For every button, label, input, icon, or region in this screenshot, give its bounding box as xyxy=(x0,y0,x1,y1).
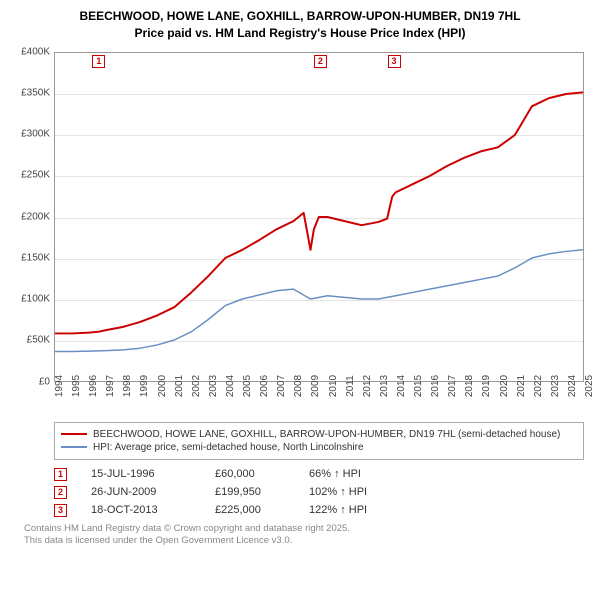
legend-row: BEECHWOOD, HOWE LANE, GOXHILL, BARROW-UP… xyxy=(61,429,577,440)
sale-price: £199,950 xyxy=(215,486,285,498)
legend: BEECHWOOD, HOWE LANE, GOXHILL, BARROW-UP… xyxy=(54,422,584,460)
legend-swatch xyxy=(61,433,87,435)
sale-hpi: 102% ↑ HPI xyxy=(309,486,409,498)
footnote-line-1: Contains HM Land Registry data © Crown c… xyxy=(24,523,588,535)
x-axis-tick: 2015 xyxy=(413,374,424,396)
x-axis-tick: 2010 xyxy=(328,374,339,396)
chart-container: BEECHWOOD, HOWE LANE, GOXHILL, BARROW-UP… xyxy=(0,0,600,555)
chart-title: BEECHWOOD, HOWE LANE, GOXHILL, BARROW-UP… xyxy=(12,8,588,42)
x-axis-tick: 2018 xyxy=(464,374,475,396)
sale-date: 18-OCT-2013 xyxy=(91,504,191,516)
footnote: Contains HM Land Registry data © Crown c… xyxy=(24,523,588,548)
series-hpi xyxy=(55,249,583,351)
x-axis-tick: 2023 xyxy=(550,374,561,396)
sale-row: 1 15-JUL-1996 £60,000 66% ↑ HPI xyxy=(54,468,588,481)
sale-date: 15-JUL-1996 xyxy=(91,468,191,480)
chart-marker-3: 3 xyxy=(388,55,401,68)
x-axis-tick: 1996 xyxy=(88,374,99,396)
x-axis-tick: 2008 xyxy=(293,374,304,396)
x-axis-tick: 2013 xyxy=(379,374,390,396)
x-axis-tick: 2000 xyxy=(157,374,168,396)
footnote-line-2: This data is licensed under the Open Gov… xyxy=(24,535,588,547)
x-axis-tick: 2024 xyxy=(567,374,578,396)
x-axis-tick: 1997 xyxy=(105,374,116,396)
y-axis-tick: £0 xyxy=(12,376,50,387)
x-axis-tick: 2022 xyxy=(533,374,544,396)
x-axis-tick: 2004 xyxy=(225,374,236,396)
sale-price: £225,000 xyxy=(215,504,285,516)
x-axis-tick: 2019 xyxy=(481,374,492,396)
x-axis-tick: 2012 xyxy=(362,374,373,396)
sale-hpi: 66% ↑ HPI xyxy=(309,468,409,480)
legend-row: HPI: Average price, semi-detached house,… xyxy=(61,442,577,453)
legend-label: BEECHWOOD, HOWE LANE, GOXHILL, BARROW-UP… xyxy=(93,429,560,440)
sale-marker: 2 xyxy=(54,486,67,499)
sales-table: 1 15-JUL-1996 £60,000 66% ↑ HPI 2 26-JUN-2009… xyxy=(54,468,588,517)
sale-hpi: 122% ↑ HPI xyxy=(309,504,409,516)
sale-marker: 3 xyxy=(54,504,67,517)
x-axis-tick: 2011 xyxy=(345,375,356,397)
x-axis-tick: 1998 xyxy=(122,374,133,396)
y-axis-tick: £250K xyxy=(12,170,50,181)
chart-marker-2: 2 xyxy=(314,55,327,68)
x-axis-tick: 2025 xyxy=(584,374,595,396)
x-axis-tick: 2016 xyxy=(430,374,441,396)
sale-date: 26-JUN-2009 xyxy=(91,486,191,498)
chart-area: £0 £50K £100K £150K £200K £250K £300K £350K £400… xyxy=(12,48,588,418)
x-axis-tick: 2007 xyxy=(276,374,287,396)
y-axis-tick: £100K xyxy=(12,294,50,305)
x-axis-tick: 2009 xyxy=(310,374,321,396)
x-axis-tick: 1995 xyxy=(71,374,82,396)
y-axis-tick: £300K xyxy=(12,129,50,140)
x-axis-tick: 2020 xyxy=(499,374,510,396)
x-axis-tick: 2014 xyxy=(396,374,407,396)
y-axis-tick: £150K xyxy=(12,252,50,263)
chart-marker-1: 1 xyxy=(92,55,105,68)
x-axis-tick: 2021 xyxy=(516,374,527,396)
x-axis-tick: 2006 xyxy=(259,374,270,396)
chart-lines xyxy=(55,53,583,381)
sale-marker: 1 xyxy=(54,468,67,481)
title-line-2: Price paid vs. HM Land Registry's House … xyxy=(12,25,588,42)
x-axis-tick: 2005 xyxy=(242,374,253,396)
y-axis-tick: £400K xyxy=(12,46,50,57)
x-axis-tick: 2003 xyxy=(208,374,219,396)
y-axis-tick: £50K xyxy=(12,335,50,346)
x-axis-tick: 2001 xyxy=(174,374,185,396)
sale-row: 3 18-OCT-2013 £225,000 122% ↑ HPI xyxy=(54,504,588,517)
plot-area: 1 2 3 xyxy=(54,52,584,382)
x-axis-tick: 2002 xyxy=(191,374,202,396)
legend-label: HPI: Average price, semi-detached house,… xyxy=(93,442,364,453)
sale-price: £60,000 xyxy=(215,468,285,480)
x-axis-tick: 1999 xyxy=(139,374,150,396)
sale-row: 2 26-JUN-2009 £199,950 102% ↑ HPI xyxy=(54,486,588,499)
y-axis-tick: £200K xyxy=(12,211,50,222)
x-axis-tick: 2017 xyxy=(447,374,458,396)
legend-swatch xyxy=(61,446,87,448)
y-axis-tick: £350K xyxy=(12,87,50,98)
x-axis-tick: 1994 xyxy=(54,374,65,396)
title-line-1: BEECHWOOD, HOWE LANE, GOXHILL, BARROW-UP… xyxy=(12,8,588,25)
